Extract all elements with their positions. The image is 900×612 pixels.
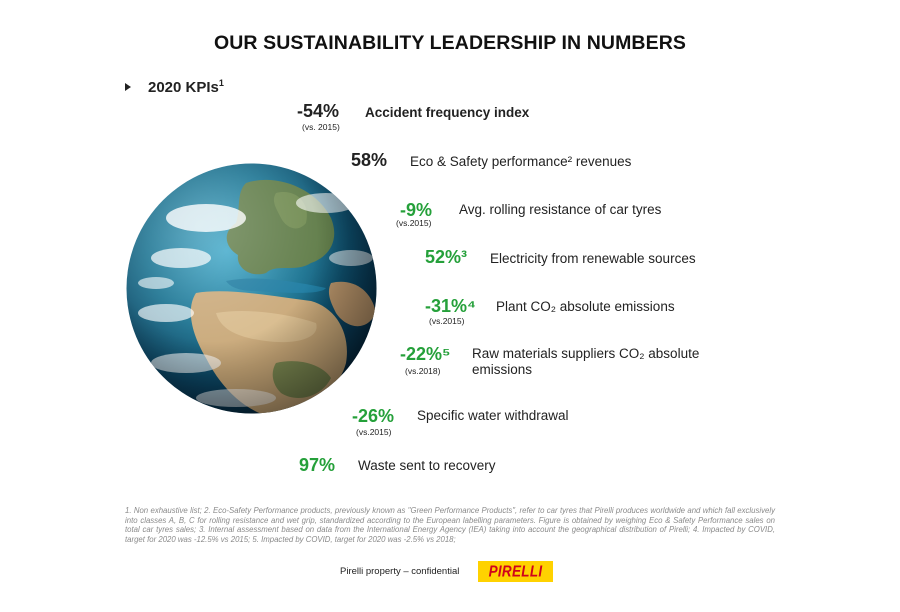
kpi-label: Avg. rolling resistance of car tyres	[459, 202, 662, 217]
kpi-header-footnote-ref: 1	[218, 78, 224, 88]
kpi-value: -9%	[400, 200, 433, 220]
kpi-section-header: 2020 KPIs1	[125, 78, 224, 96]
footnotes: 1. Non exhaustive list; 2. Eco-Safety Pe…	[125, 506, 775, 544]
kpi-label: Plant CO₂ absolute emissions	[496, 299, 675, 314]
kpi-reference: (vs.2018)	[405, 366, 441, 376]
logo-text: PIRELLI	[488, 562, 543, 581]
confidential-notice: Pirelli property – confidential	[340, 566, 460, 577]
pirelli-logo: PIRELLI	[478, 561, 553, 582]
kpi-value: -26%	[352, 406, 395, 426]
page-title: OUR SUSTAINABILITY LEADERSHIP IN NUMBERS	[213, 32, 687, 54]
kpi-label: Specific water withdrawal	[417, 408, 569, 423]
kpi-value: -22%⁵	[400, 344, 451, 364]
kpi-label: Eco & Safety performance² revenues	[410, 154, 632, 169]
earth-globe-image	[126, 163, 377, 414]
kpi-label: Accident frequency index	[365, 105, 530, 120]
kpi-reference: (vs.2015)	[396, 218, 432, 228]
kpi-value: 58%	[351, 150, 388, 170]
kpi-value: 97%	[299, 455, 336, 475]
kpi-label: Raw materials suppliers CO₂ absolute emi…	[472, 346, 700, 377]
bullet-arrow-icon	[125, 83, 131, 91]
kpi-value: -54%	[297, 101, 340, 121]
kpi-value: -31%⁴	[425, 296, 476, 316]
kpi-reference: (vs.2015)	[429, 316, 465, 326]
kpi-header-label: 2020 KPIs	[148, 79, 219, 96]
kpi-value: 52%³	[425, 247, 468, 267]
kpi-label: Waste sent to recovery	[358, 458, 496, 473]
kpi-label: Electricity from renewable sources	[490, 251, 696, 266]
kpi-reference: (vs. 2015)	[302, 122, 340, 132]
kpi-reference: (vs.2015)	[356, 427, 392, 437]
